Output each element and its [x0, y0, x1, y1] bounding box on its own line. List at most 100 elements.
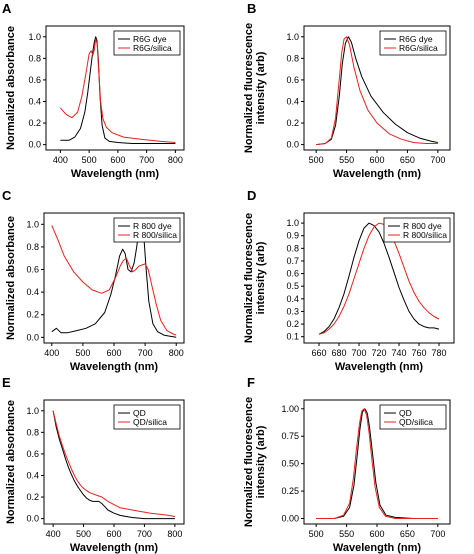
series-line-silica	[318, 222, 440, 335]
y-tick-label: 0.8	[28, 53, 41, 63]
y-tick-label: 1.0	[26, 219, 39, 229]
y-tick-label: 0.2	[286, 319, 299, 329]
x-tick-label: 800	[167, 529, 182, 539]
y-tick-label: 0.4	[28, 96, 41, 106]
y-tick-label: 0.8	[286, 53, 299, 63]
series-line-dye	[318, 222, 440, 335]
x-tick-label: 700	[137, 529, 152, 539]
panel-c: C 400 500 600 700 800 0.0 0.2 0.4 0.6 0.8 1.0 Wavele…	[2, 188, 185, 373]
legend-label: R 800/silica	[403, 230, 447, 240]
legend-label: R 800/silica	[133, 230, 177, 240]
y-tick-label: 0.2	[26, 492, 39, 502]
y-tick-label: 0.4	[286, 96, 299, 106]
legend-box	[379, 404, 447, 430]
y-tick-label: 0.7	[286, 256, 299, 266]
series-line-dye	[52, 410, 175, 520]
plot-frame	[45, 25, 185, 151]
series-line-dye	[60, 36, 176, 144]
y-axis-title: Normalized fluorescenceintensity (arb)	[243, 213, 267, 343]
x-tick-label: 660	[311, 348, 326, 358]
legend-label: R6G dye	[133, 34, 167, 44]
y-axis-title: Normalized fluorescenceintensity (arb)	[243, 397, 267, 527]
y-tick-label: 1.0	[28, 32, 41, 42]
x-tick-label: 500	[75, 348, 90, 358]
x-tick-label: 760	[411, 348, 426, 358]
panel-b: B 500 550 600 650 700 0.0 0.2 0.4 0.6 0.8 1.0 Wavele…	[243, 1, 451, 180]
series-line-dye	[316, 408, 438, 519]
x-tick-label: 680	[331, 348, 346, 358]
y-axis-title: Normalized absorbance	[5, 400, 17, 524]
x-axis-title: Wavelength (nm)	[333, 168, 422, 180]
x-tick-label: 740	[391, 348, 406, 358]
y-tick-label: 1.0	[26, 406, 39, 416]
series-line-silica	[52, 410, 175, 517]
x-axis-title: Wavelength (nm)	[71, 168, 160, 180]
x-tick-label: 400	[46, 529, 61, 539]
x-tick-label: 800	[169, 348, 184, 358]
x-tick-label: 400	[44, 348, 59, 358]
y-tick-label: 0.9	[286, 231, 299, 241]
x-tick-label: 500	[82, 155, 97, 165]
y-tick-label: 0.6	[286, 75, 299, 85]
y-tick-label: 0.4	[26, 470, 39, 480]
panel-letter: A	[2, 1, 12, 16]
panel-letter: D	[247, 188, 256, 203]
x-axis-title: Wavelength (nm)	[70, 542, 159, 554]
x-tick-label: 600	[106, 348, 121, 358]
legend-label: QD	[399, 408, 412, 418]
legend-label: R 800 dye	[133, 221, 172, 231]
series-line-dye	[51, 223, 177, 338]
x-tick-label: 700	[138, 348, 153, 358]
y-tick-label: 0.5	[286, 281, 299, 291]
x-tick-label: 600	[106, 529, 121, 539]
legend-label: R6G/silica	[399, 43, 438, 53]
series-line-dye	[316, 36, 438, 146]
legend-label: R6G dye	[399, 34, 433, 44]
y-tick-label: 0.1	[286, 332, 299, 342]
y-tick-label: 0.8	[26, 242, 39, 252]
x-axis-title: Wavelength (nm)	[335, 361, 424, 373]
y-tick-label: 0.2	[26, 310, 39, 320]
legend-box	[113, 217, 181, 243]
x-tick-label: 700	[351, 348, 366, 358]
series-line-silica	[316, 36, 438, 146]
x-tick-label: 600	[369, 155, 384, 165]
legend-box	[379, 30, 447, 56]
x-tick-label: 700	[430, 155, 445, 165]
y-tick-label: 0.2	[286, 118, 299, 128]
y-tick-label: 0.6	[26, 265, 39, 275]
x-tick-label: 700	[430, 529, 445, 539]
x-axis-title: Wavelength (nm)	[333, 542, 422, 554]
x-tick-label: 700	[139, 155, 154, 165]
panel-a: A 400 500 600 700 800 0.0 0.2 0.4 0.6 0.8 1.0 Wavele…	[2, 1, 185, 180]
y-tick-label: 0.0	[286, 140, 299, 150]
x-tick-label: 550	[339, 155, 354, 165]
y-tick-label: 0.50	[281, 459, 299, 469]
y-tick-label: 0.8	[26, 427, 39, 437]
y-tick-label: 0.4	[26, 287, 39, 297]
series-line-silica	[60, 38, 176, 143]
panel-letter: C	[2, 188, 12, 203]
x-tick-label: 550	[339, 529, 354, 539]
y-tick-label: 0.0	[26, 332, 39, 342]
legend-box	[113, 404, 181, 430]
legend-label: QD/silica	[133, 417, 167, 427]
x-tick-label: 720	[371, 348, 386, 358]
x-tick-label: 780	[431, 348, 446, 358]
series-line-silica	[316, 408, 438, 519]
y-tick-label: 0.8	[286, 243, 299, 253]
y-tick-label: 0.6	[286, 269, 299, 279]
x-tick-label: 650	[400, 155, 415, 165]
panel-letter: B	[247, 1, 256, 16]
y-axis-title: Normalized absorbance	[5, 26, 17, 150]
panel-letter: E	[2, 375, 11, 390]
y-tick-label: 0.0	[26, 514, 39, 524]
y-tick-label: 0.00	[281, 514, 299, 524]
x-tick-label: 500	[309, 529, 324, 539]
